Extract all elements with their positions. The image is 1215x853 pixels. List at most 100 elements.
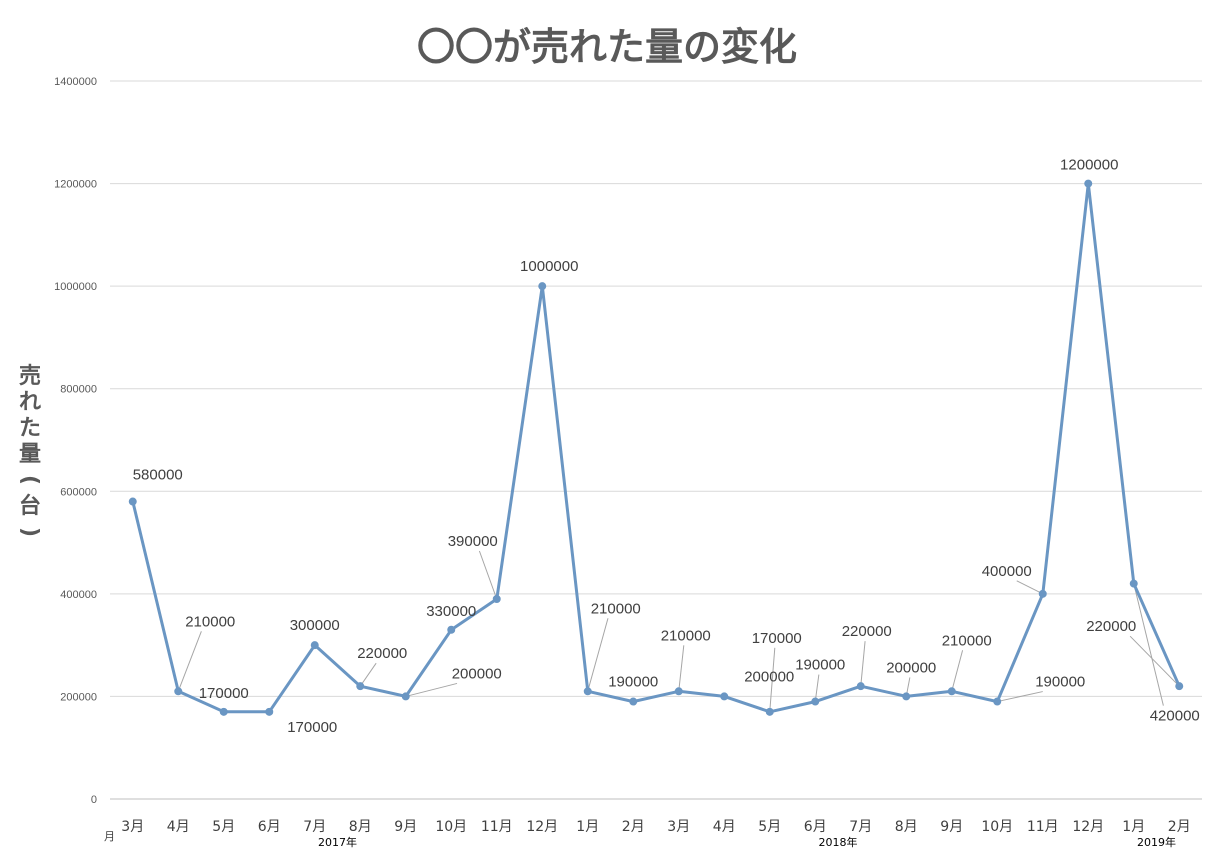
x-tick-label: 9月 — [940, 819, 963, 835]
gridlines — [110, 80, 1202, 800]
x-axis-year-labels: 2017年 2018年 2019年 — [318, 835, 1176, 849]
x-tick-label: 7月 — [849, 819, 872, 835]
x-year-label: 2019年 — [1137, 835, 1176, 849]
data-label: 190000 — [795, 657, 845, 674]
x-tick-label: 5月 — [758, 819, 781, 835]
data-label-leader — [1016, 580, 1043, 595]
x-tick-label: 12月 — [526, 819, 558, 835]
data-point — [720, 692, 729, 701]
data-label-leader — [814, 674, 820, 702]
data-label-leaders — [177, 550, 1180, 712]
chart-title: 〇〇が売れた量の変化 — [417, 25, 797, 69]
data-label: 200000 — [452, 665, 502, 682]
x-tick-label: 9月 — [394, 819, 417, 835]
data-point — [356, 682, 365, 691]
x-tick-label: 3月 — [667, 819, 690, 835]
data-point — [174, 687, 183, 696]
data-label-leader — [359, 662, 377, 687]
data-label-leader — [177, 631, 202, 692]
data-label: 390000 — [448, 533, 498, 550]
data-label: 220000 — [842, 623, 892, 640]
series-line — [131, 182, 1181, 714]
data-label: 300000 — [290, 617, 340, 634]
x-tick-label: 11月 — [481, 819, 513, 835]
y-axis-title: 売れた量 ( 台) — [17, 363, 42, 537]
y-axis-title-char: 量 — [19, 442, 41, 467]
x-tick-label: 7月 — [303, 819, 326, 835]
data-label-leader — [951, 650, 964, 692]
x-tick-label: 8月 — [895, 819, 918, 835]
data-label: 170000 — [752, 630, 802, 647]
x-tick-label: 1月 — [1122, 819, 1145, 835]
data-label-leader — [860, 641, 866, 687]
data-point — [265, 707, 274, 716]
data-point — [492, 594, 501, 603]
data-label-leader — [405, 682, 458, 697]
x-axis-unit-label: 月 — [104, 830, 115, 843]
data-label-leader — [587, 618, 609, 692]
data-point — [1129, 579, 1138, 588]
y-tick-label: 1200000 — [54, 179, 97, 191]
data-point — [811, 697, 820, 706]
data-point — [401, 692, 410, 701]
data-point — [902, 692, 911, 701]
x-tick-label: 10月 — [981, 819, 1013, 835]
x-tick-label: 12月 — [1072, 819, 1104, 835]
y-tick-label: 1400000 — [54, 76, 97, 88]
data-point — [993, 697, 1002, 706]
data-points — [128, 179, 1184, 716]
data-point — [1084, 179, 1093, 188]
y-axis-title-char: ( — [17, 475, 42, 485]
x-tick-label: 5月 — [212, 819, 235, 835]
data-point — [219, 707, 228, 716]
data-point — [947, 687, 956, 696]
data-label: 210000 — [661, 627, 711, 644]
x-tick-label: 8月 — [349, 819, 372, 835]
y-axis-title-char: れ — [19, 390, 41, 415]
data-label: 190000 — [608, 674, 658, 691]
data-point — [538, 282, 547, 291]
data-point — [1175, 682, 1184, 691]
data-point — [856, 682, 865, 691]
y-axis-title-char: 売 — [19, 363, 41, 389]
data-point — [310, 641, 319, 650]
x-tick-label: 2月 — [1168, 819, 1191, 835]
y-axis-title-char: ) — [17, 527, 42, 537]
data-point — [1038, 589, 1047, 598]
data-label: 200000 — [886, 659, 936, 676]
y-axis-title-char: 台 — [19, 493, 41, 519]
data-label-leader — [678, 645, 685, 692]
data-label-leader — [769, 647, 776, 712]
y-axis-title-char: た — [19, 416, 41, 441]
data-point — [629, 697, 638, 706]
data-label: 420000 — [1150, 708, 1200, 725]
x-tick-label: 2月 — [622, 819, 645, 835]
data-labels: 580000 210000 170000 170000 300000 220000 2000… — [133, 157, 1200, 736]
x-tick-label: 4月 — [713, 819, 736, 835]
data-point — [583, 687, 592, 696]
x-tick-label: 6月 — [804, 819, 827, 835]
y-tick-label: 600000 — [60, 486, 97, 498]
data-point — [674, 687, 683, 696]
data-label: 210000 — [591, 600, 641, 617]
data-label: 220000 — [357, 645, 407, 662]
data-label: 220000 — [1086, 618, 1136, 635]
data-label: 400000 — [982, 563, 1032, 580]
data-label: 190000 — [1035, 674, 1085, 691]
data-label-leader — [1133, 583, 1164, 706]
data-label: 210000 — [942, 632, 992, 649]
data-label-leader — [478, 550, 498, 600]
x-tick-label: 11月 — [1027, 819, 1059, 835]
y-tick-label: 800000 — [60, 384, 97, 396]
data-point — [447, 625, 456, 634]
data-label: 330000 — [426, 603, 476, 620]
data-label: 200000 — [744, 668, 794, 685]
data-label: 170000 — [199, 685, 249, 702]
x-tick-label: 3月 — [121, 819, 144, 835]
x-tick-label: 6月 — [258, 819, 281, 835]
x-tick-label: 4月 — [167, 819, 190, 835]
x-axis-ticks: 3月 4月 5月 6月 7月 8月 9月 10月 11月 12月 1月 2月 3月 4月 5月 6月 7月 8月 9… — [121, 819, 1190, 835]
data-label: 210000 — [185, 613, 235, 630]
data-label-leader — [997, 691, 1043, 703]
